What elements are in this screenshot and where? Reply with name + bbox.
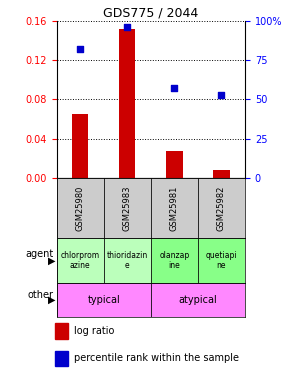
Bar <box>198 178 245 238</box>
Text: agent: agent <box>26 249 54 259</box>
Text: other: other <box>28 290 54 300</box>
Bar <box>213 170 230 178</box>
Point <box>172 86 177 92</box>
Text: ▶: ▶ <box>48 256 55 266</box>
Text: thioridazin
e: thioridazin e <box>107 251 148 270</box>
Bar <box>57 283 151 317</box>
Text: atypical: atypical <box>179 295 217 305</box>
Bar <box>119 28 135 178</box>
Text: GSM25983: GSM25983 <box>123 185 132 231</box>
Bar <box>72 114 88 178</box>
Text: olanzap
ine: olanzap ine <box>159 251 189 270</box>
Bar <box>166 150 183 178</box>
Text: GSM25981: GSM25981 <box>170 186 179 231</box>
Bar <box>57 178 104 238</box>
Text: GSM25980: GSM25980 <box>76 186 85 231</box>
Point <box>78 46 82 52</box>
Text: percentile rank within the sample: percentile rank within the sample <box>74 353 239 363</box>
Text: typical: typical <box>87 295 120 305</box>
Text: ▶: ▶ <box>48 295 55 305</box>
Text: GSM25982: GSM25982 <box>217 186 226 231</box>
Bar <box>104 238 151 283</box>
Bar <box>55 323 68 339</box>
Text: chlorprom
azine: chlorprom azine <box>61 251 100 270</box>
Bar <box>57 238 104 283</box>
Point <box>125 24 130 30</box>
Bar <box>151 178 198 238</box>
Point <box>219 92 224 98</box>
Bar <box>104 178 151 238</box>
Bar <box>55 351 68 366</box>
Bar <box>151 238 198 283</box>
Text: quetiapi
ne: quetiapi ne <box>206 251 237 270</box>
Text: log ratio: log ratio <box>74 326 115 336</box>
Title: GDS775 / 2044: GDS775 / 2044 <box>103 6 198 20</box>
Bar <box>151 283 245 317</box>
Bar <box>198 238 245 283</box>
